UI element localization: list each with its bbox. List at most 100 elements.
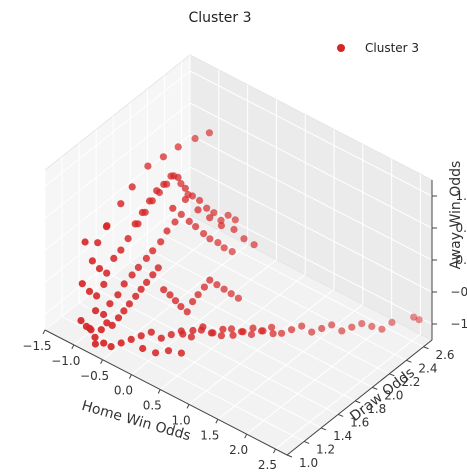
- data-point: [191, 134, 199, 143]
- data-points: [77, 129, 423, 357]
- data-point: [368, 322, 376, 330]
- x-tick: [100, 359, 104, 364]
- data-point: [81, 238, 89, 246]
- data-point: [154, 264, 162, 272]
- data-point: [268, 323, 276, 331]
- data-point: [213, 281, 221, 289]
- data-point: [127, 335, 135, 343]
- legend-label: Cluster 3: [365, 41, 419, 55]
- data-point: [95, 265, 104, 273]
- y-gridline: [130, 261, 373, 388]
- data-point: [298, 322, 306, 330]
- data-point: [147, 328, 155, 336]
- z-gridline: [44, 102, 191, 219]
- data-point: [259, 327, 267, 335]
- data-point: [91, 340, 99, 348]
- data-point: [93, 292, 101, 300]
- data-point: [378, 325, 386, 333]
- data-point: [138, 208, 146, 217]
- z-gridline: [189, 102, 433, 229]
- data-point: [108, 321, 116, 329]
- data-point: [107, 343, 115, 351]
- z-tick-label: 0.5: [455, 221, 467, 235]
- data-point: [117, 339, 125, 347]
- y-tick-label: 2.6: [435, 348, 454, 362]
- z-axis-label: Away Win Odds: [448, 161, 464, 270]
- x-tick: [215, 419, 219, 424]
- x-tick: [157, 389, 161, 394]
- data-point: [230, 225, 238, 234]
- chart-title: Cluster 3: [188, 10, 251, 26]
- data-point: [169, 204, 177, 212]
- x-gridline: [275, 333, 421, 450]
- data-point: [120, 307, 128, 315]
- y-tick: [320, 427, 327, 431]
- y-tick-label: 2.0: [384, 388, 403, 402]
- data-point: [269, 330, 277, 338]
- data-point: [206, 235, 214, 243]
- data-point: [171, 218, 179, 226]
- data-point: [144, 162, 152, 170]
- data-point: [189, 298, 197, 306]
- x-tick-label: 2.0: [229, 443, 248, 457]
- data-point: [166, 291, 174, 299]
- y-gridline: [61, 316, 305, 442]
- x-gridline: [217, 303, 364, 420]
- data-point: [110, 254, 118, 262]
- data-point: [189, 326, 197, 335]
- x-gridline: [188, 289, 335, 405]
- x-tick-label: 2.5: [258, 458, 277, 472]
- data-point: [318, 324, 326, 333]
- axis-lines: [42, 180, 437, 458]
- data-point: [137, 332, 145, 340]
- data-point: [219, 325, 227, 333]
- data-point: [217, 216, 225, 224]
- x-tick-label: −1.5: [22, 339, 51, 353]
- data-point: [185, 217, 193, 225]
- x-tick-label: 1.5: [200, 428, 219, 442]
- x-tick-label: −0.5: [80, 369, 109, 383]
- data-point: [124, 235, 132, 243]
- data-point: [388, 318, 396, 326]
- data-point: [160, 286, 168, 294]
- data-point: [103, 269, 111, 277]
- y-gridline: [147, 248, 390, 375]
- data-point: [200, 230, 208, 238]
- y-tick-label: 1.2: [316, 442, 335, 456]
- data-point: [181, 195, 189, 204]
- data-point: [288, 326, 296, 334]
- y-tick-label: 2.4: [418, 361, 437, 375]
- data-point: [227, 290, 235, 298]
- data-point: [210, 209, 218, 217]
- data-point: [103, 319, 111, 327]
- x-tick: [128, 374, 132, 379]
- legend-marker: [337, 44, 345, 52]
- x-tick: [273, 448, 276, 454]
- data-point: [250, 241, 258, 249]
- data-point: [224, 211, 232, 219]
- data-point: [205, 129, 213, 137]
- data-point: [206, 276, 214, 284]
- z-tick-label: 0.0: [455, 253, 467, 267]
- data-point: [217, 332, 225, 340]
- y-tick-label: 2.2: [401, 375, 420, 389]
- data-point: [145, 197, 154, 205]
- x-tick: [42, 329, 46, 335]
- data-point: [220, 285, 228, 293]
- data-point: [86, 324, 94, 332]
- data-point: [167, 172, 175, 180]
- data-point: [91, 333, 99, 341]
- data-point: [103, 222, 111, 230]
- data-point: [194, 206, 202, 214]
- data-point: [214, 239, 222, 247]
- y-tick: [372, 386, 378, 390]
- data-point: [194, 291, 202, 299]
- z-gridline: [189, 198, 433, 325]
- z-tick-label: −1.0: [450, 317, 467, 331]
- z-tick-label: −0.5: [450, 285, 467, 299]
- data-point: [114, 291, 122, 299]
- data-point: [114, 314, 123, 322]
- data-point: [188, 192, 196, 200]
- data-point: [139, 344, 147, 353]
